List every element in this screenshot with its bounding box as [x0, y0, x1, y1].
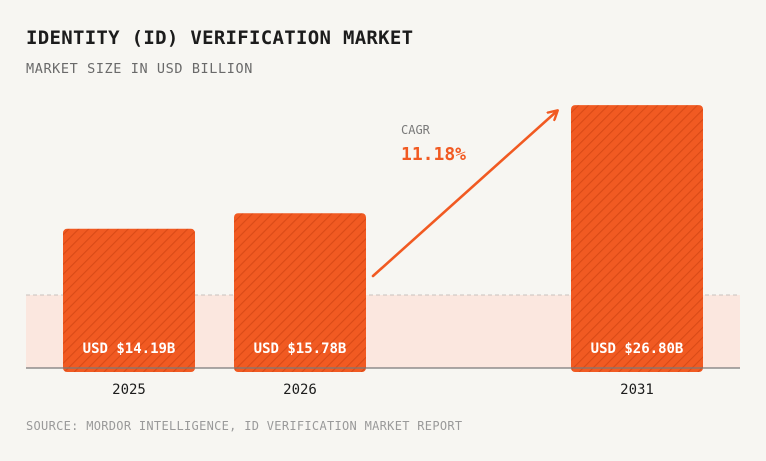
x-tick-label-2025: 2025 — [112, 382, 146, 398]
x-tick-label-2031: 2031 — [620, 382, 654, 398]
x-tick-label-2026: 2026 — [283, 382, 317, 398]
source-note: SOURCE: MORDOR INTELLIGENCE, ID VERIFICA… — [26, 419, 463, 433]
bar-2025 — [63, 228, 195, 372]
bar-value-label-2025: USD $14.19B — [83, 341, 176, 357]
chart-subtitle: MARKET SIZE IN USD BILLION — [26, 61, 253, 77]
bar-2026 — [234, 213, 366, 372]
bars-group: USD $14.19B USD $15.78B USD $26.80B — [63, 105, 703, 372]
x-tick-labels: 2025 2026 2031 — [112, 382, 654, 398]
chart-title: IDENTITY (ID) VERIFICATION MARKET — [26, 27, 414, 49]
bar-2031 — [571, 105, 703, 372]
cagr-label: CAGR — [401, 123, 431, 137]
bar-value-label-2026: USD $15.78B — [254, 341, 347, 357]
bar-value-label-2031: USD $26.80B — [591, 341, 684, 357]
cagr-value: 11.18% — [401, 144, 466, 165]
cagr-arrow — [371, 111, 557, 278]
